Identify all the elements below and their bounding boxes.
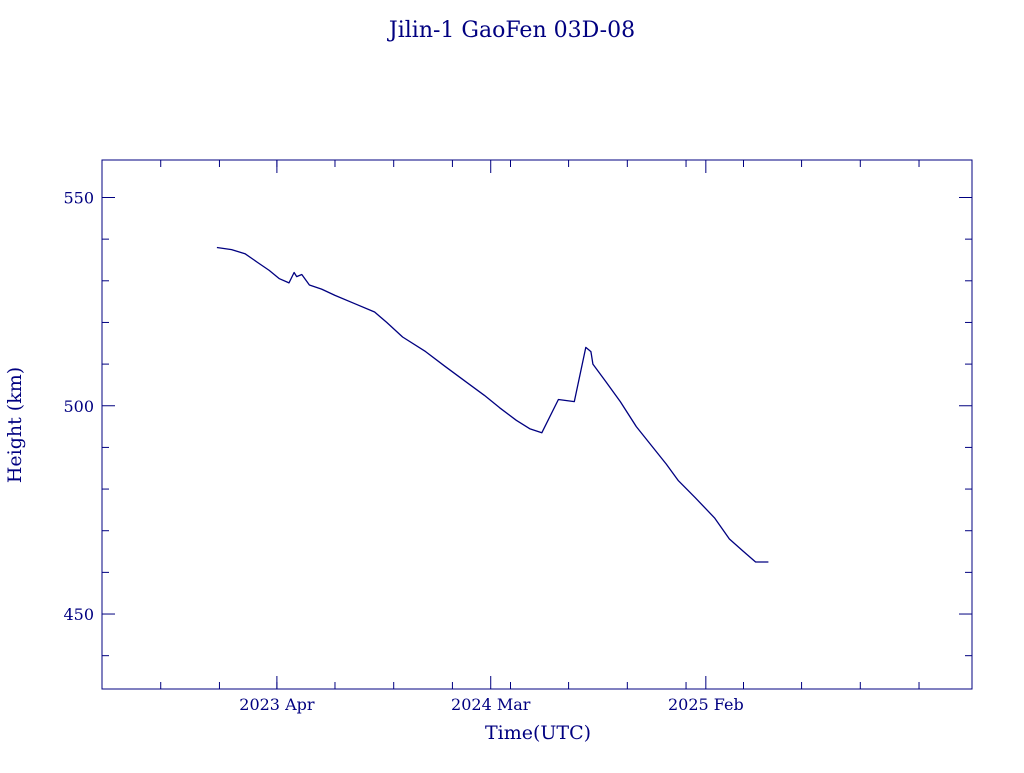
y-tick-label: 500 <box>63 397 94 416</box>
height-series-line <box>216 246 769 563</box>
y-tick-label: 550 <box>63 188 94 207</box>
x-tick-label: 2024 Mar <box>451 695 531 714</box>
y-axis-label: Height (km) <box>4 367 26 483</box>
axis-ticks: 450 500 550 2023 Apr 2024 Mar 2025 Feb <box>63 160 972 714</box>
x-tick-label: 2023 Apr <box>239 695 315 714</box>
plot-frame <box>101 159 973 690</box>
x-tick-label: 2025 Feb <box>668 695 744 714</box>
y-tick-label: 450 <box>63 605 94 624</box>
chart-title: Jilin-1 GaoFen 03D-08 <box>387 18 635 43</box>
x-axis-label: Time(UTC) <box>485 722 591 744</box>
